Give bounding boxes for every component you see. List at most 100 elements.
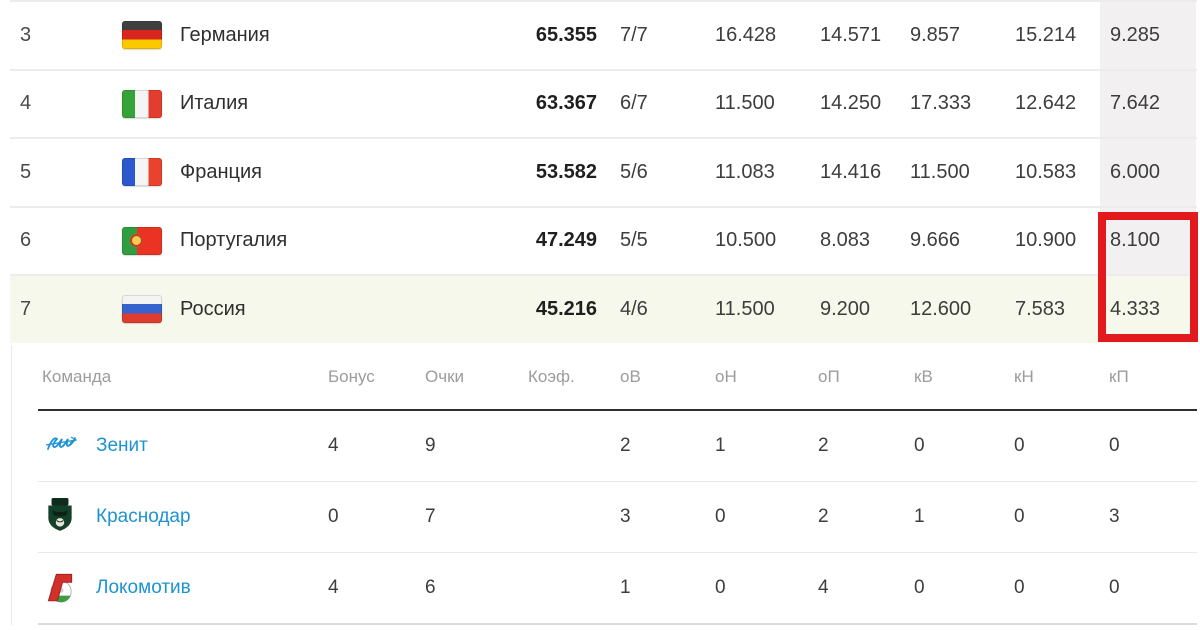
bonus-value: 4 (328, 577, 339, 598)
on-value: 0 (715, 506, 726, 527)
season-coef: 8.100 (1110, 229, 1161, 252)
games-count: 7/7 (620, 23, 648, 46)
club-name: Локомотив (96, 577, 191, 598)
total-coefficient: 45.216 (535, 297, 597, 320)
column-header-kn: кН (1014, 367, 1034, 386)
season-coef: 12.600 (910, 297, 972, 320)
season-coef: 6.000 (1110, 160, 1161, 183)
season-coef: 14.250 (820, 92, 882, 115)
column-header-points: Очки (425, 367, 465, 386)
club-row-zenit: Зенит 4 9 2 1 2 0 0 0 (38, 411, 1197, 481)
kp-value: 3 (1109, 506, 1120, 527)
rank-number: 6 (20, 229, 32, 252)
column-header-kp: кП (1109, 367, 1129, 386)
games-count: 5/5 (620, 229, 648, 252)
games-count: 6/7 (620, 92, 648, 115)
country-name: Португалия (180, 229, 288, 252)
kp-value: 0 (1109, 577, 1120, 598)
column-header-kv: кВ (914, 367, 933, 386)
ov-value: 2 (620, 435, 631, 456)
season-coef: 9.857 (910, 23, 961, 46)
season-coef: 10.500 (715, 229, 777, 252)
season-coef: 11.083 (715, 160, 775, 183)
germany-flag-icon (122, 21, 162, 50)
season-coef: 8.083 (820, 229, 871, 252)
country-name: Германия (180, 23, 270, 46)
column-header-ov: оВ (620, 367, 641, 386)
season-coef: 14.416 (820, 160, 882, 183)
season-coef: 11.500 (910, 160, 970, 183)
club-row-krasnodar: Краснодар 0 7 3 0 2 1 0 3 (38, 481, 1197, 552)
rank-number: 3 (20, 23, 32, 46)
season-coef: 11.500 (715, 92, 775, 115)
total-coefficient: 53.582 (535, 160, 597, 183)
column-header-on: оН (715, 367, 737, 386)
season-coef: 10.900 (1015, 229, 1077, 252)
kv-value: 1 (914, 506, 925, 527)
ov-value: 1 (620, 577, 631, 598)
club-table-header: Команда Бонус Очки Коэф. оВ оН оП кВ кН … (38, 345, 1197, 411)
total-coefficient: 63.367 (535, 92, 597, 115)
season-coef: 4.333 (1110, 297, 1161, 320)
krasnodar-logo-icon (44, 497, 96, 538)
highlight-box (1098, 212, 1198, 342)
season-coef: 11.500 (715, 297, 775, 320)
season-coef: 9.285 (1110, 23, 1161, 46)
games-count: 4/6 (620, 297, 648, 320)
country-name: Франция (180, 160, 262, 183)
column-header-bonus: Бонус (328, 367, 375, 386)
points-value: 9 (425, 435, 436, 456)
season-coef: 16.428 (715, 23, 777, 46)
portugal-flag-icon (122, 226, 162, 255)
kp-value: 0 (1109, 435, 1120, 456)
season-coef: 9.200 (820, 297, 871, 320)
points-value: 6 (425, 577, 436, 598)
lokomotiv-logo-icon (44, 569, 96, 608)
bonus-value: 4 (328, 435, 339, 456)
rank-number: 5 (20, 160, 32, 183)
season-coef: 10.583 (1015, 160, 1077, 183)
points-value: 7 (425, 506, 436, 527)
club-link-lokomotiv[interactable]: Локомотив (96, 577, 328, 599)
italy-flag-icon (122, 89, 162, 118)
total-coefficient: 47.249 (535, 229, 597, 252)
games-count: 5/6 (620, 160, 648, 183)
kn-value: 0 (1014, 506, 1025, 527)
column-header-op: оП (818, 367, 840, 386)
table-row-portugal: 6 Португалия 47.249 5/5 10.500 8.083 9.6… (10, 205, 1197, 275)
country-ranking-table: 3 Германия 65.355 7/7 16.428 14.571 9.85… (10, 0, 1197, 343)
rank-number: 4 (20, 92, 32, 115)
on-value: 0 (715, 577, 726, 598)
season-coef: 15.214 (1015, 23, 1077, 46)
op-value: 2 (818, 435, 829, 456)
rank-number: 7 (20, 297, 32, 320)
kv-value: 0 (914, 435, 925, 456)
total-coefficient: 65.355 (535, 23, 597, 46)
kn-value: 0 (1014, 435, 1025, 456)
club-link-krasnodar[interactable]: Краснодар (96, 506, 328, 528)
country-name: Италия (180, 92, 249, 115)
table-row-france: 5 Франция 53.582 5/6 11.083 14.416 11.50… (10, 137, 1197, 206)
column-header-team: Команда (42, 367, 112, 386)
russia-flag-icon (122, 295, 162, 324)
season-coef: 7.583 (1015, 297, 1066, 320)
table-row-germany: 3 Германия 65.355 7/7 16.428 14.571 9.85… (10, 0, 1197, 69)
op-value: 2 (818, 506, 829, 527)
club-link-zenit[interactable]: Зенит (96, 435, 328, 457)
season-coef: 12.642 (1015, 92, 1077, 115)
on-value: 1 (715, 435, 726, 456)
table-row-russia: 7 Россия 45.216 4/6 11.500 9.200 12.600 … (10, 274, 1197, 343)
kn-value: 0 (1014, 577, 1025, 598)
zenit-logo-icon (44, 433, 96, 460)
op-value: 4 (818, 577, 829, 598)
club-name: Краснодар (96, 506, 191, 527)
column-header-coef: Коэф. (528, 367, 575, 386)
season-coef: 9.666 (910, 229, 961, 252)
season-coef: 17.333 (910, 92, 972, 115)
club-row-lokomotiv: Локомотив 4 6 1 0 4 0 0 0 (38, 552, 1197, 625)
kv-value: 0 (914, 577, 925, 598)
table-row-italy: 4 Италия 63.367 6/7 11.500 14.250 17.333… (10, 68, 1197, 138)
bonus-value: 0 (328, 506, 339, 527)
season-coef: 7.642 (1110, 92, 1161, 115)
